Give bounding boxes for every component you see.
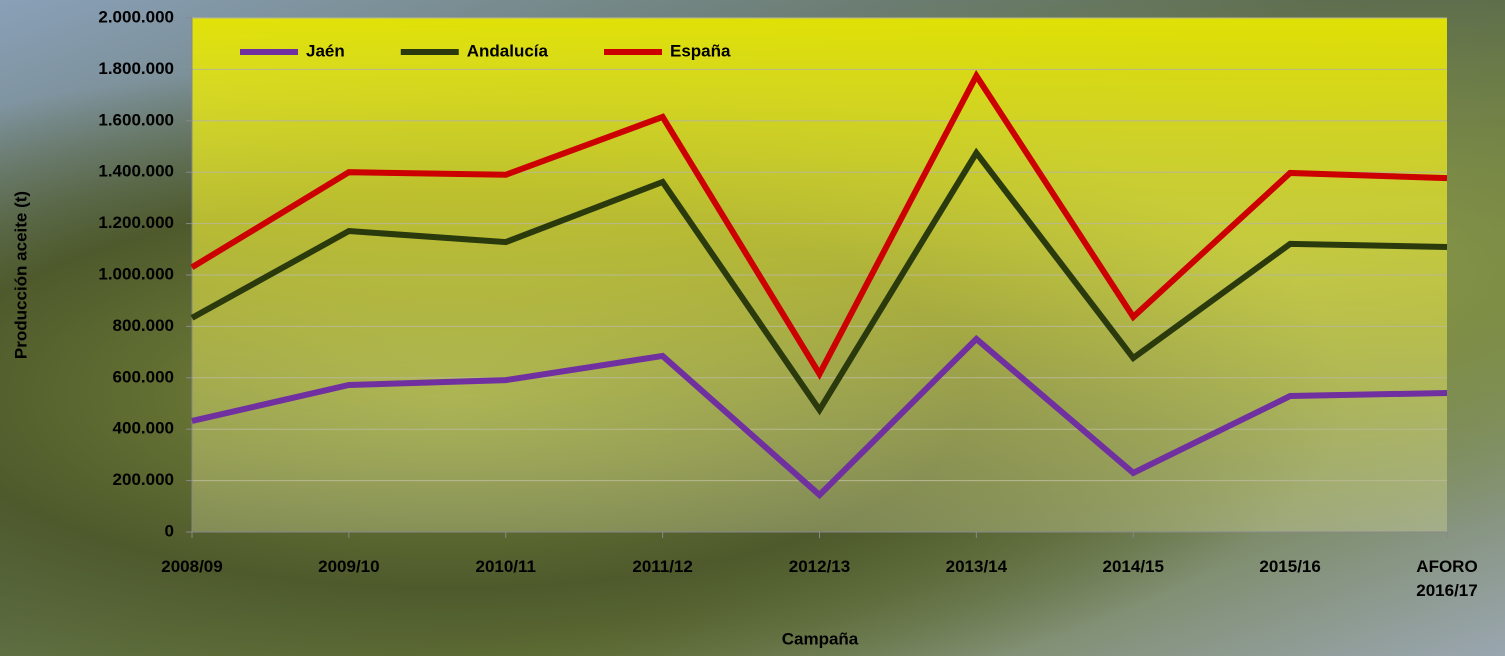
y-tick-label: 1.200.000	[98, 213, 174, 232]
y-tick-label: 600.000	[113, 367, 174, 386]
x-tick-label: 2012/13	[760, 555, 880, 579]
x-tick-label: 2014/15	[1073, 555, 1193, 579]
x-tick-label: 2011/12	[603, 555, 723, 579]
x-tick-label: 2008/09	[132, 555, 252, 579]
y-axis-title: Producción aceite (t)	[11, 191, 30, 359]
y-tick-label: 200.000	[113, 470, 174, 489]
x-tick-label: 2015/16	[1230, 555, 1350, 579]
x-tick-label: 2010/11	[446, 555, 566, 579]
y-tick-label: 400.000	[113, 419, 174, 438]
y-tick-label: 800.000	[113, 316, 174, 335]
y-tick-label: 1.400.000	[98, 162, 174, 181]
y-tick-label: 2.000.000	[98, 7, 174, 26]
y-tick-label: 1.600.000	[98, 110, 174, 129]
y-tick-label: 0	[165, 521, 174, 540]
x-tick-label: AFORO 2016/17	[1407, 555, 1487, 603]
x-axis-title: Campaña	[782, 629, 859, 648]
x-tick-label: 2009/10	[289, 555, 409, 579]
legend-label: España	[670, 41, 731, 60]
legend-label: Jaén	[306, 41, 345, 60]
y-tick-label: 1.800.000	[98, 59, 174, 78]
legend-label: Andalucía	[467, 41, 549, 60]
x-tick-label: 2013/14	[916, 555, 1036, 579]
chart: Producción aceite (t) Campaña 0 200.000 40…	[0, 0, 1505, 656]
y-tick-label: 1.000.000	[98, 264, 174, 283]
